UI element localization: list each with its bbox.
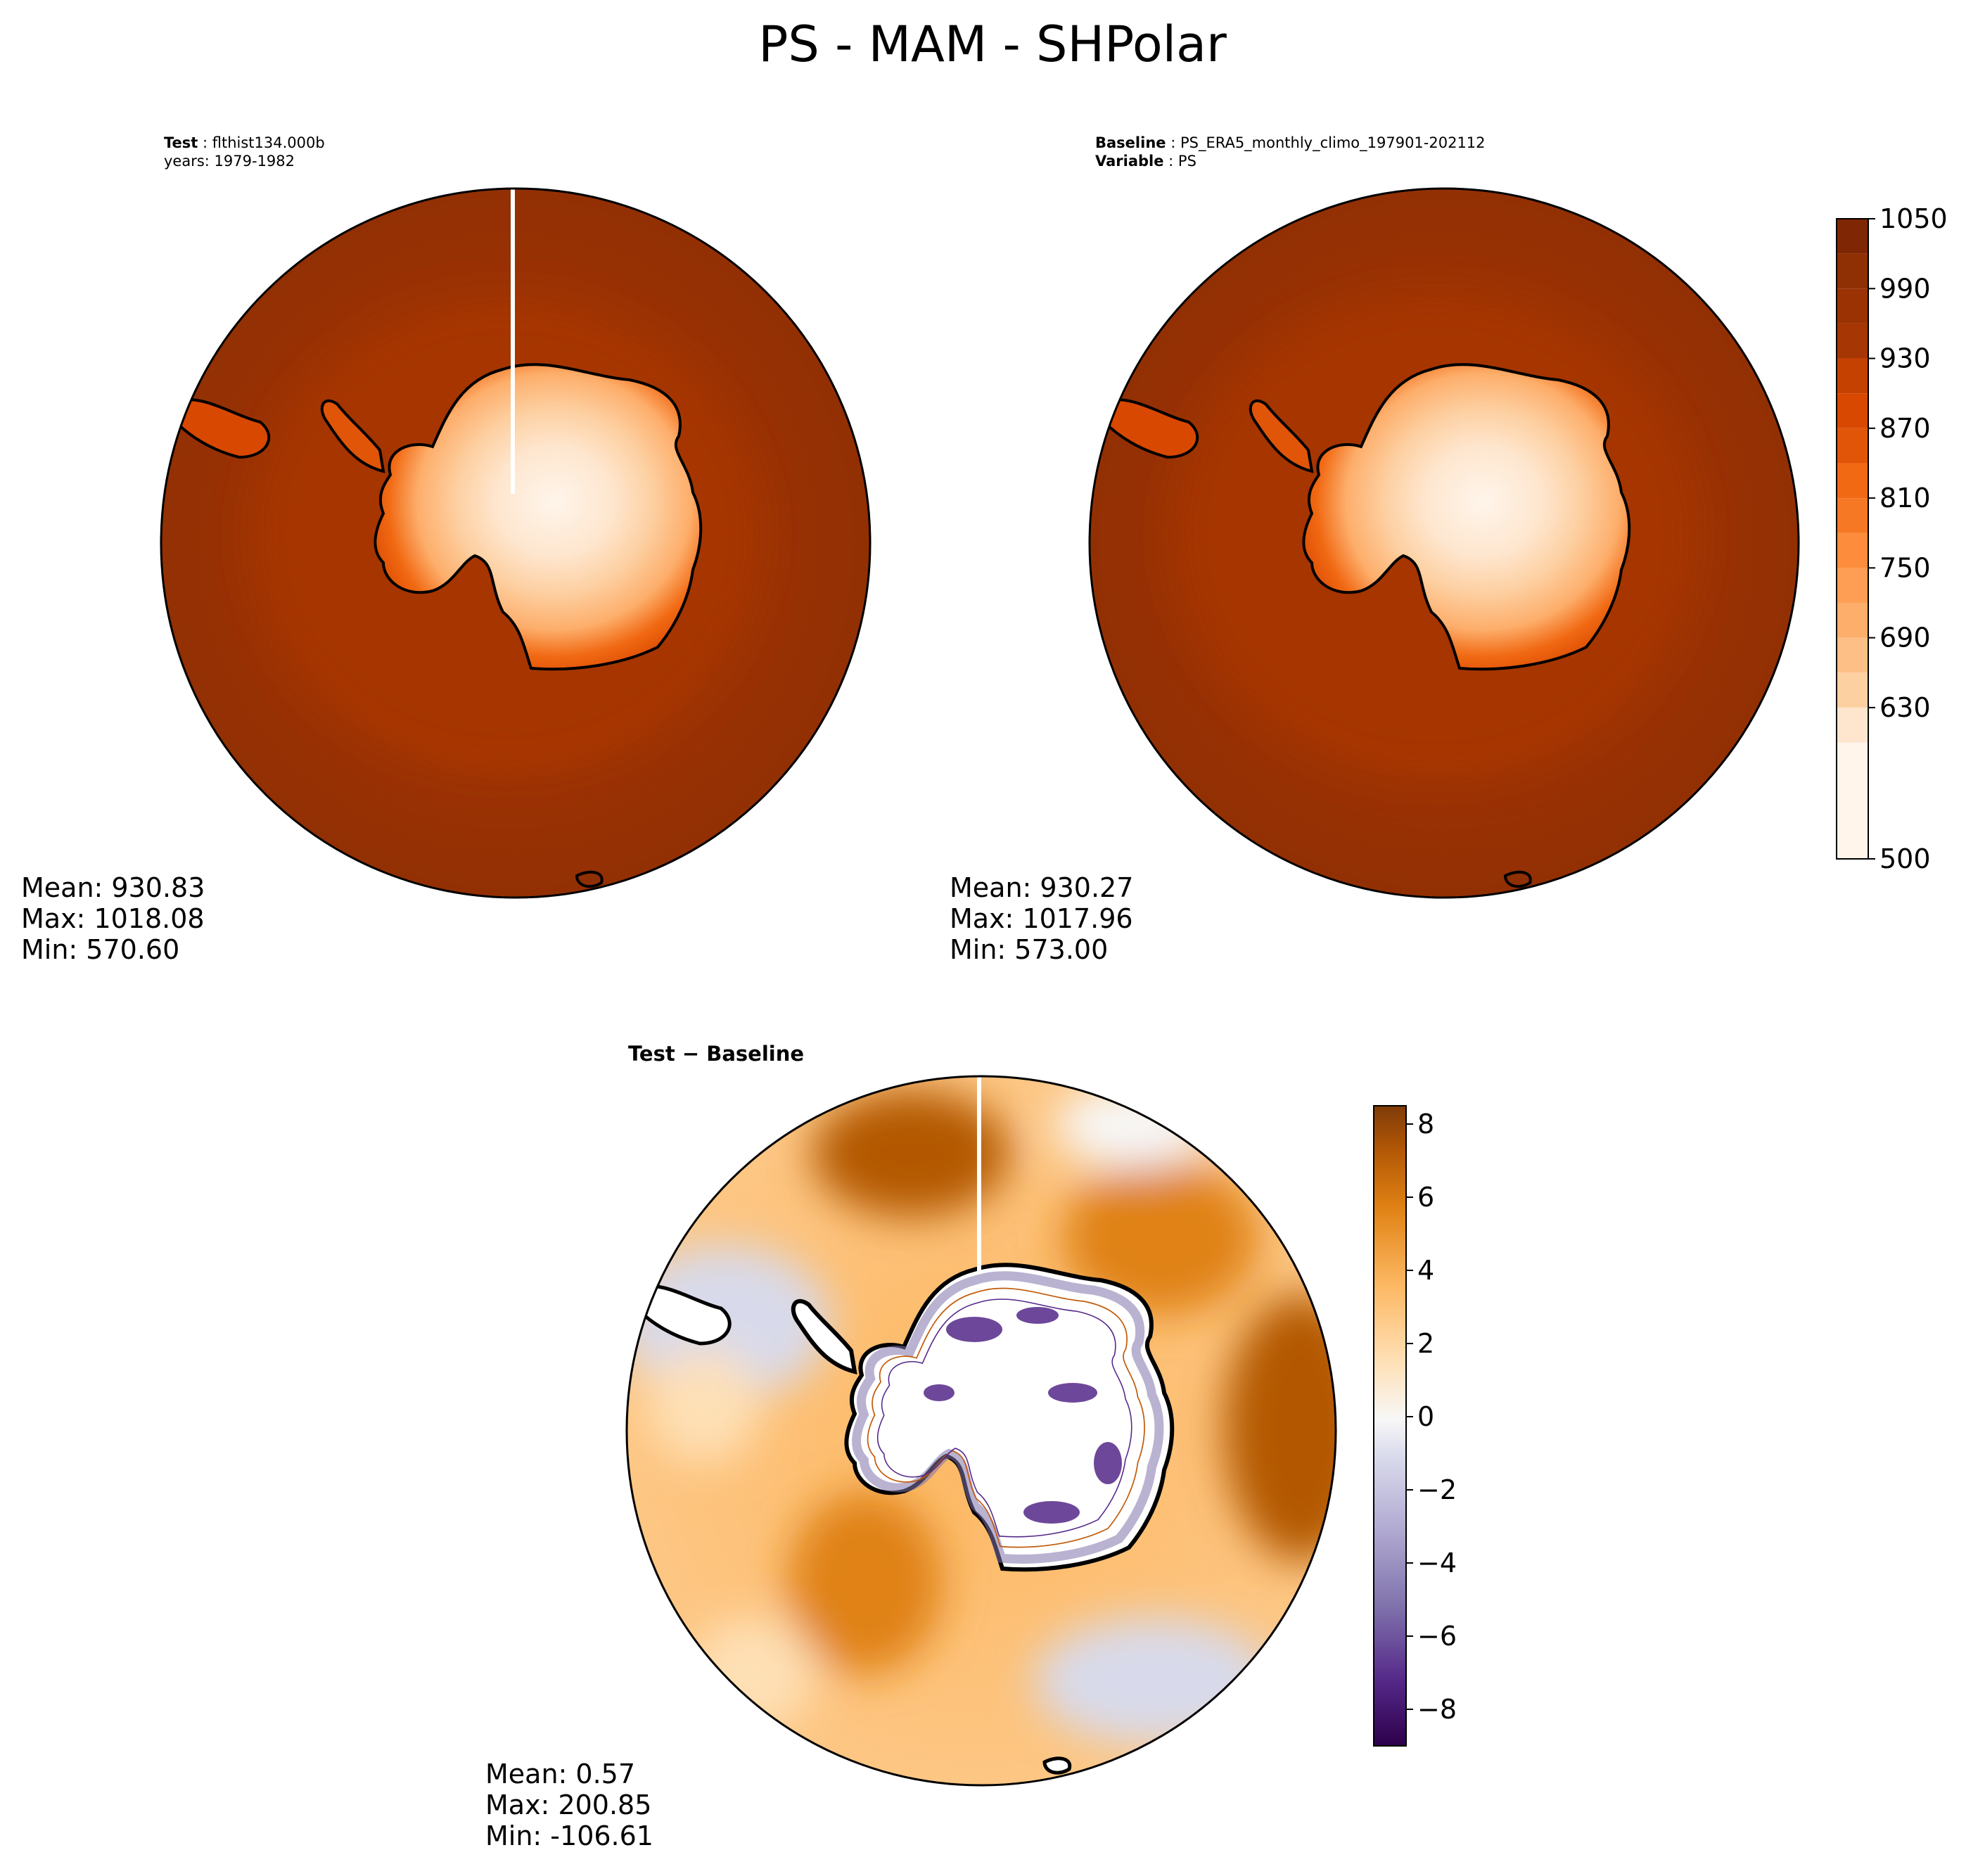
baseline-label-value: PS_ERA5_monthly_climo_197901-202112 (1180, 134, 1486, 151)
difference-colorbar-ticks: −8 −6 −4 −2 0 2 4 6 8 (1406, 1109, 1457, 1725)
test-map (160, 187, 872, 899)
difference-colorbar: −8 −6 −4 −2 0 2 4 6 8 (1373, 1105, 1457, 1747)
baseline-colorbar-swatch (1837, 568, 1868, 603)
baseline-colorbar-ticks: 500 630 690 750 810 870 930 990 1050 (1868, 203, 1948, 874)
baseline-colorbar-tick-label: 1050 (1879, 203, 1948, 234)
difference-colorbar-tick-label: 2 (1417, 1328, 1434, 1359)
baseline-australia-tip (1503, 870, 1532, 888)
baseline-colorbar-swatch (1837, 603, 1868, 638)
test-years: years: 1979-1982 (164, 153, 295, 170)
baseline-colorbar-swatch (1837, 672, 1868, 708)
difference-antarctica-group (793, 1265, 1172, 1569)
difference-map-boundary (625, 1075, 1337, 1787)
baseline-colorbar-swatch (1837, 637, 1868, 673)
test-label-key: Test (164, 134, 198, 151)
baseline-colorbar: 500 630 690 750 810 870 930 990 1050 (1836, 203, 1948, 874)
test-min: Min: 570.60 (21, 934, 180, 965)
difference-colorbar-tick-label: −8 (1417, 1694, 1457, 1725)
difference-south-america (634, 1284, 732, 1346)
baseline-colorbar-tick-label: 630 (1879, 692, 1931, 723)
difference-australia-tip (1042, 1756, 1072, 1775)
baseline-colorbar-tick-label: 810 (1879, 483, 1931, 513)
difference-max: Max: 200.85 (485, 1789, 652, 1820)
baseline-map (1088, 187, 1800, 899)
baseline-max: Max: 1017.96 (950, 903, 1133, 934)
difference-stats: Mean: 0.57 Max: 200.85 Min: -106.61 (485, 1759, 653, 1851)
baseline-colorbar-swatch (1837, 463, 1868, 499)
difference-title: Test − Baseline (628, 1042, 805, 1066)
baseline-colorbar-swatch (1837, 498, 1868, 533)
baseline-colorbar-swatch (1837, 428, 1868, 464)
test-max: Max: 1018.08 (21, 903, 205, 934)
baseline-colorbar-tick-label: 690 (1879, 623, 1931, 653)
baseline-colorbar-frame (1836, 218, 1869, 860)
test-label: Test : flthist134.000b years: 1979-1982 (164, 134, 325, 170)
difference-colorbar-tick-label: −6 (1417, 1621, 1457, 1652)
baseline-colorbar-swatch (1837, 253, 1868, 289)
baseline-stats: Mean: 930.27 Max: 1017.96 Min: 573.00 (950, 872, 1133, 965)
difference-colorbar-tick-label: 4 (1417, 1255, 1434, 1286)
baseline-colorbar-swatch (1837, 219, 1868, 254)
baseline-colorbar-tick-label: 990 (1879, 273, 1931, 304)
difference-map (625, 1075, 1337, 1787)
baseline-colorbar-tick-label: 870 (1879, 413, 1931, 444)
baseline-colorbar-swatch (1837, 358, 1868, 394)
difference-colorbar-tick-label: 6 (1417, 1182, 1434, 1213)
difference-min: Min: -106.61 (485, 1820, 653, 1851)
baseline-label: Baseline : PS_ERA5_monthly_climo_197901-… (1095, 134, 1486, 170)
baseline-colorbar-tick-label: 930 (1879, 343, 1931, 374)
baseline-colorbar-swatch (1837, 288, 1868, 324)
difference-colorbar-tick-label: −4 (1417, 1548, 1457, 1578)
baseline-colorbar-tick-label: 500 (1879, 843, 1931, 874)
baseline-south-america (1103, 398, 1199, 459)
difference-colorbar-tick-label: −2 (1417, 1474, 1457, 1505)
difference-negative-patches (924, 1307, 1122, 1524)
baseline-colorbar-swatch (1837, 742, 1868, 859)
difference-colorbar-tick-label: 8 (1417, 1109, 1434, 1140)
figure-title: PS - MAM - SHPolar (758, 15, 1227, 73)
baseline-colorbar-swatch (1837, 532, 1868, 568)
baseline-colorbar-swatch (1837, 393, 1868, 428)
difference-colorbar-tick-label: 0 (1417, 1401, 1434, 1432)
baseline-variable-value: PS (1177, 153, 1196, 170)
test-label-value: flthist134.000b (212, 134, 325, 151)
difference-seam (977, 1076, 981, 1273)
baseline-colorbar-swatches (1837, 219, 1868, 859)
difference-colorbar-frame (1373, 1105, 1407, 1747)
test-mean: Mean: 930.83 (21, 872, 205, 903)
test-label-sep: : (198, 134, 212, 151)
baseline-label-sep: : (1166, 134, 1180, 151)
test-australia-tip (575, 870, 604, 888)
test-map-boundary (160, 187, 872, 899)
baseline-min: Min: 573.00 (950, 934, 1109, 965)
baseline-mean: Mean: 930.27 (950, 872, 1134, 903)
baseline-variable-sep: : (1163, 153, 1178, 170)
test-stats: Mean: 930.83 Max: 1018.08 Min: 570.60 (21, 872, 205, 965)
difference-mean: Mean: 0.57 (485, 1759, 636, 1789)
baseline-map-boundary (1088, 187, 1800, 899)
baseline-colorbar-swatch (1837, 323, 1868, 359)
test-south-america (174, 398, 271, 459)
baseline-variable-key: Variable (1095, 153, 1164, 170)
baseline-colorbar-swatch (1837, 707, 1868, 743)
test-seam (511, 189, 515, 494)
baseline-label-key: Baseline (1095, 134, 1166, 151)
baseline-colorbar-tick-label: 750 (1879, 552, 1931, 583)
